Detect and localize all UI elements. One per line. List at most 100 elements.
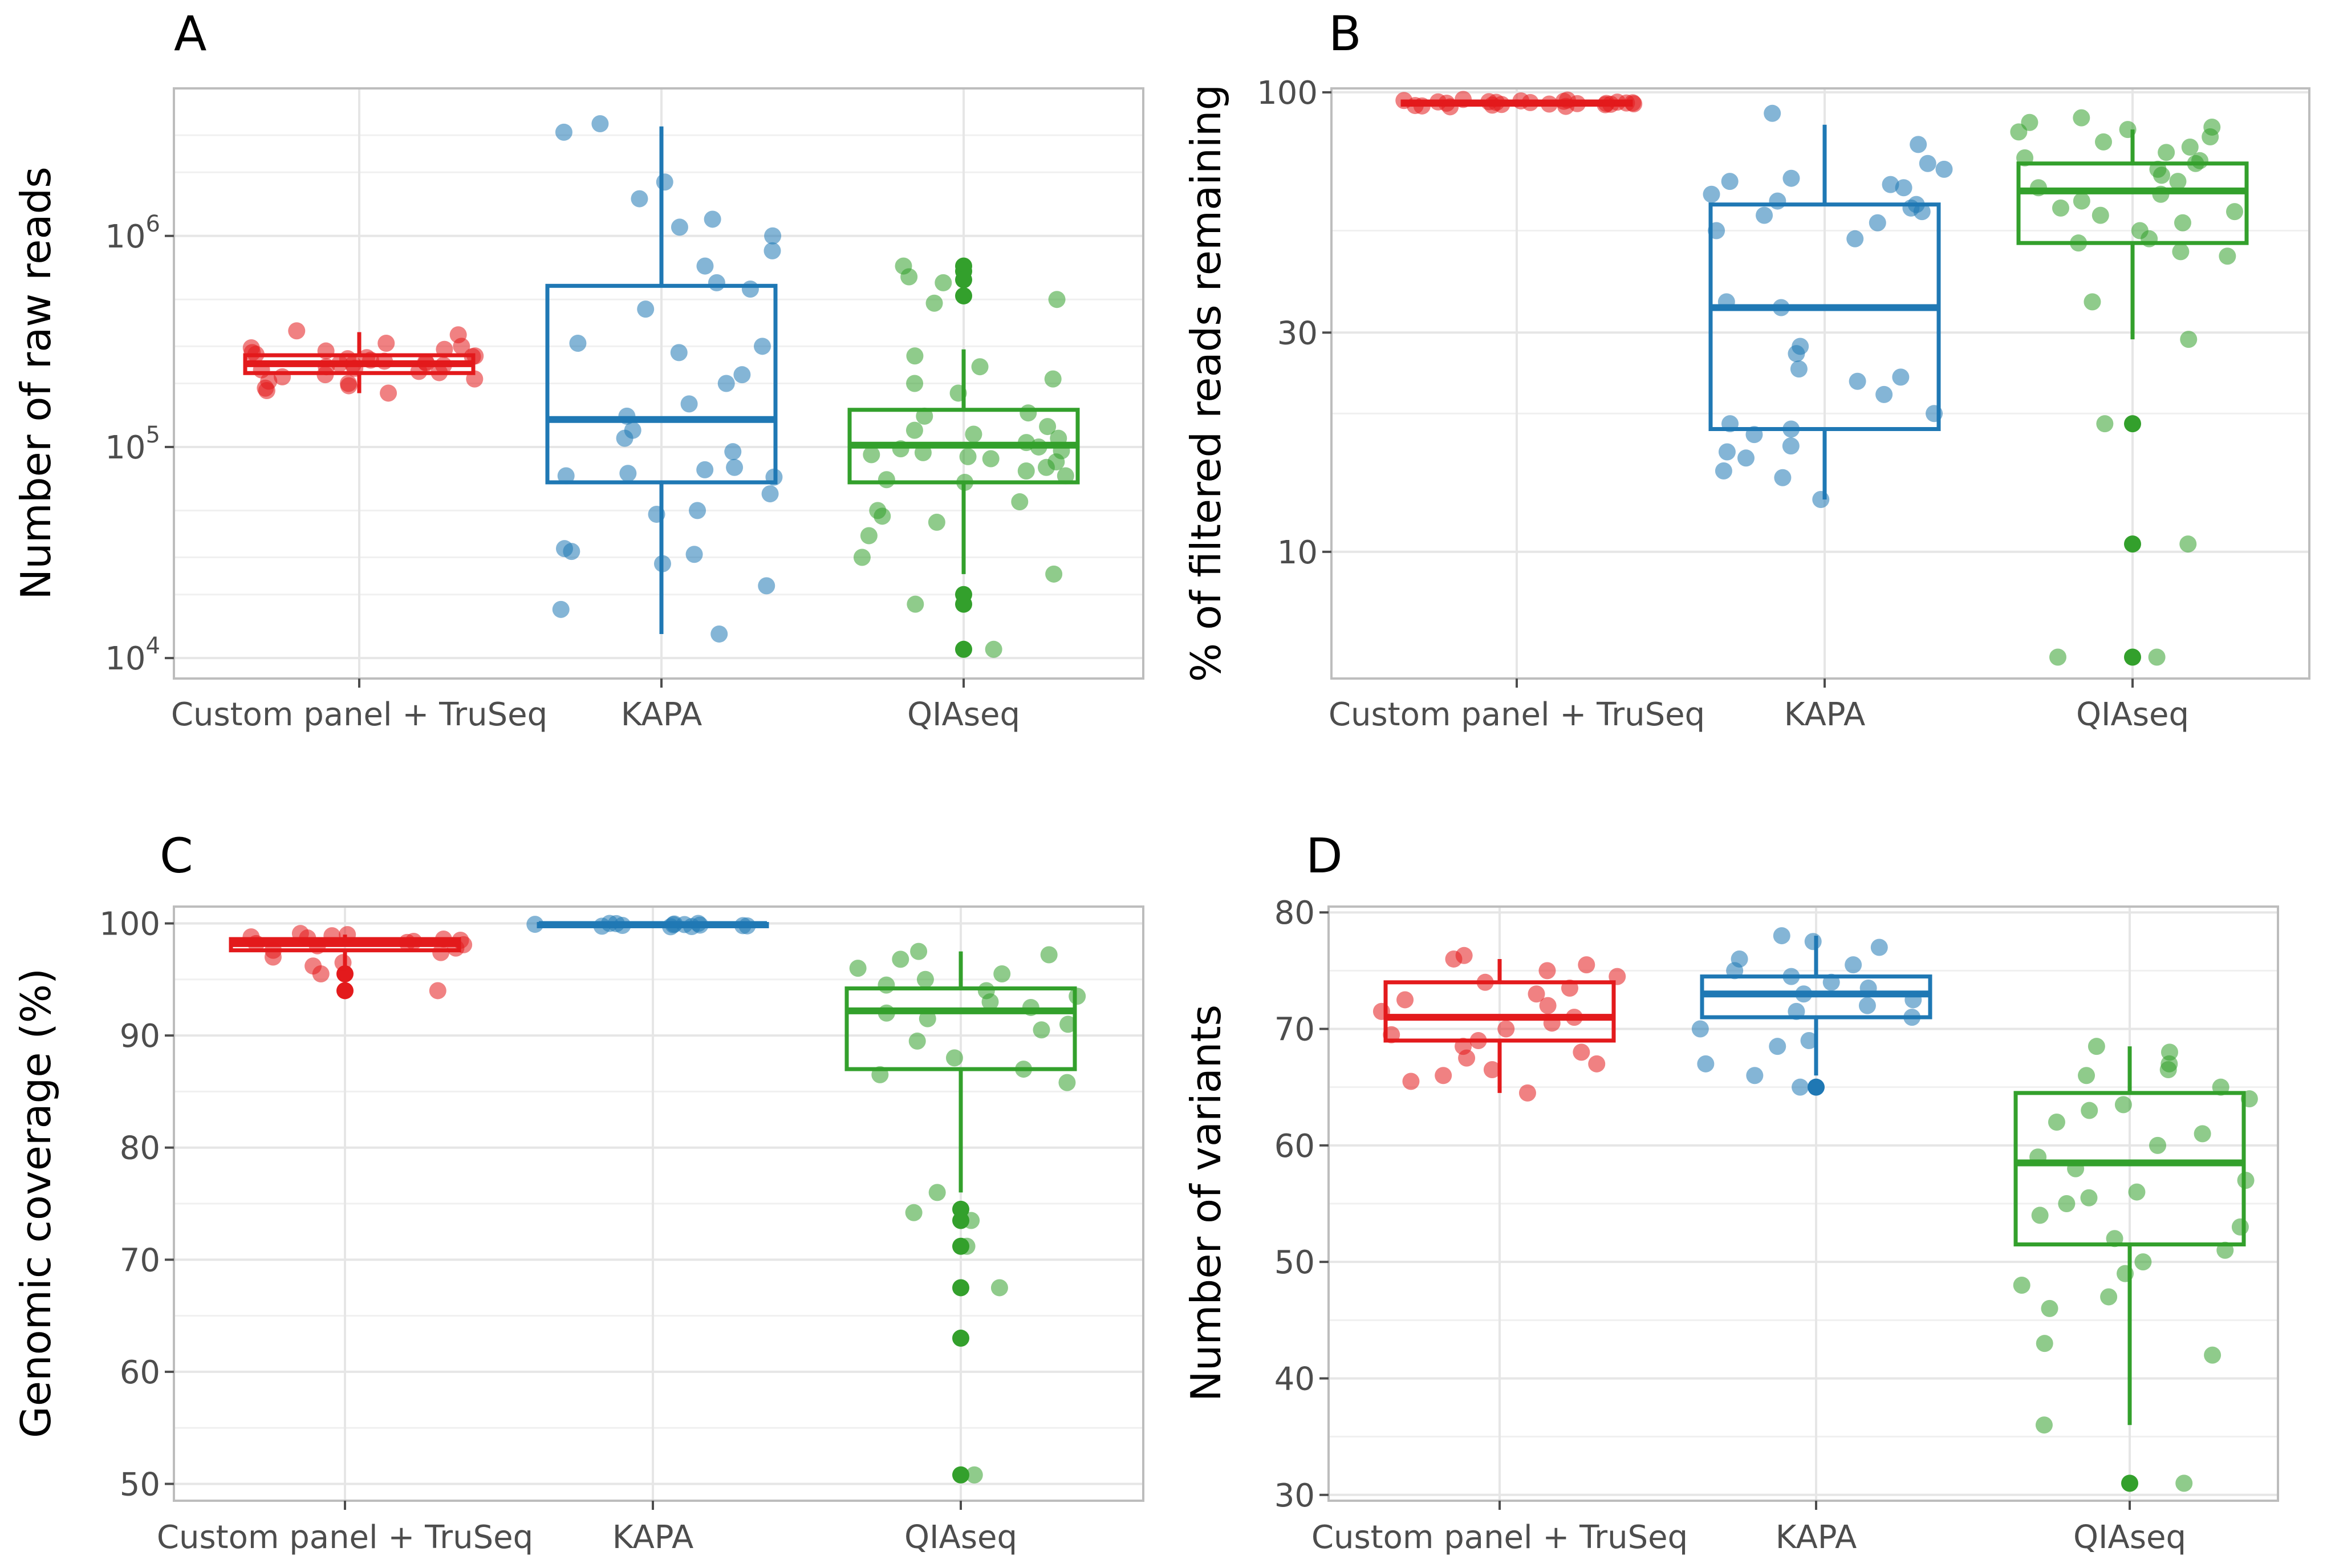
y-tick-label: 50 <box>120 1467 160 1504</box>
data-point <box>1059 1015 1077 1033</box>
data-point <box>631 190 648 208</box>
data-point <box>754 338 771 355</box>
x-tick-label: KAPA <box>1776 1519 1857 1556</box>
data-point <box>1721 415 1739 433</box>
data-point <box>591 115 609 133</box>
data-point <box>1773 927 1790 945</box>
panel-border <box>173 87 1144 680</box>
data-point <box>1565 1009 1583 1026</box>
data-point <box>1756 206 1773 224</box>
data-point <box>2202 128 2219 146</box>
data-point <box>1795 985 1813 1003</box>
data-point <box>274 368 291 385</box>
y-tick-label: 40 <box>1274 1360 1315 1398</box>
data-point <box>696 461 714 478</box>
data-point <box>2080 1189 2098 1207</box>
data-point <box>2174 214 2191 231</box>
data-point <box>429 982 446 1000</box>
data-point <box>1015 1061 1033 1078</box>
data-point <box>1846 230 1864 247</box>
y-axis-label: Number of variants <box>1182 1005 1230 1402</box>
data-point <box>1764 104 1781 122</box>
x-tick-label: KAPA <box>612 1519 694 1556</box>
x-tick-label: QIAseq <box>907 696 1020 733</box>
panel-letter: C <box>160 828 193 884</box>
data-point <box>878 1004 895 1022</box>
panel-letter: A <box>174 6 206 62</box>
data-point <box>1875 385 1893 403</box>
data-point <box>1772 299 1790 316</box>
data-point <box>2159 1061 2177 1079</box>
data-point <box>1455 91 1472 108</box>
y-tick-label: 30 <box>1277 315 1318 352</box>
data-point <box>1625 95 1643 113</box>
data-point <box>1812 490 1830 508</box>
data-point <box>671 218 688 236</box>
data-point <box>1483 1061 1501 1079</box>
y-axis-label: % of filtered reads remaining <box>1182 84 1230 682</box>
data-point <box>1011 493 1029 511</box>
data-point <box>1910 136 1927 153</box>
data-point <box>2096 415 2114 433</box>
data-point <box>1033 1021 1050 1039</box>
data-point <box>312 965 330 982</box>
data-point <box>1717 293 1735 311</box>
data-point <box>1790 360 1808 378</box>
data-point <box>2052 199 2069 217</box>
data-point <box>618 407 636 425</box>
box <box>2013 1091 2246 1247</box>
y-tick-label: 50 <box>1274 1244 1315 1281</box>
data-point <box>959 448 977 465</box>
data-point <box>1870 939 1888 956</box>
data-point <box>334 954 352 972</box>
data-point <box>1718 443 1736 461</box>
data-point <box>380 384 397 402</box>
y-axis-label: Genomic coverage (%) <box>12 968 60 1438</box>
panel-border <box>1330 87 2310 680</box>
data-point <box>2212 1078 2229 1096</box>
data-point <box>619 465 637 482</box>
data-point <box>2094 133 2112 151</box>
outlier-point <box>955 640 972 658</box>
data-point <box>993 965 1011 982</box>
data-point <box>958 1237 976 1255</box>
data-point <box>908 1032 926 1050</box>
data-point <box>1435 1067 1452 1084</box>
x-tick-label: QIAseq <box>904 1519 1017 1556</box>
data-point <box>2088 1038 2105 1055</box>
box <box>2016 161 2249 245</box>
data-point <box>398 933 416 951</box>
data-point <box>648 505 665 523</box>
data-point <box>2231 1218 2249 1236</box>
data-point <box>2148 648 2166 666</box>
data-point <box>2016 149 2034 166</box>
outlier-point <box>952 1279 969 1297</box>
y-tick-label: 90 <box>120 1018 160 1055</box>
data-point <box>2181 138 2199 156</box>
data-point <box>985 640 1002 658</box>
data-point <box>726 458 744 476</box>
data-point <box>2216 1241 2234 1259</box>
data-point <box>717 375 735 392</box>
y-tick-label: 105 <box>105 422 160 466</box>
data-point <box>892 440 909 458</box>
data-point <box>2240 1090 2258 1108</box>
data-point <box>1458 1049 1476 1067</box>
data-point <box>1892 368 1910 386</box>
data-point <box>2010 123 2028 141</box>
data-point <box>436 340 453 358</box>
y-tick-label: 104 <box>105 633 160 677</box>
data-point <box>708 274 725 291</box>
data-point <box>860 527 878 545</box>
data-point <box>1413 97 1431 115</box>
data-point <box>741 280 759 298</box>
data-point <box>1745 426 1763 444</box>
data-point <box>900 268 918 286</box>
data-point <box>1849 372 1866 390</box>
data-point <box>1721 173 1739 190</box>
data-point <box>2169 173 2187 190</box>
data-point <box>905 421 923 439</box>
data-point <box>710 625 728 643</box>
data-point <box>552 600 570 618</box>
data-point <box>1538 962 1556 980</box>
